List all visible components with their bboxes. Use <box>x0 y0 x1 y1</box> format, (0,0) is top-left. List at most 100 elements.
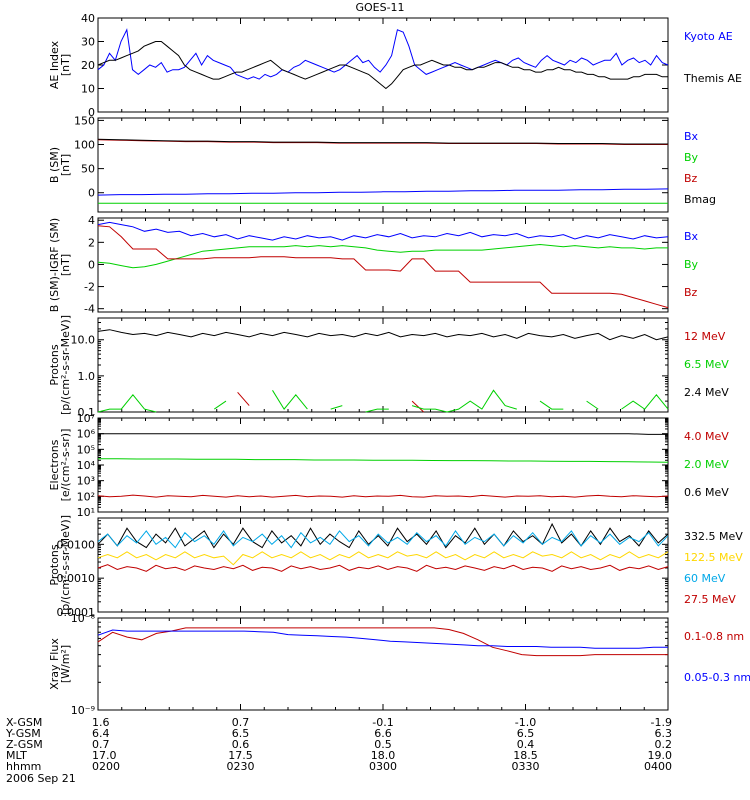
legend-entry: 2.4 MeV <box>684 386 729 399</box>
ephemeris-value: 0.7 <box>232 716 250 729</box>
y-axis-label: Protons <box>48 344 61 385</box>
panel-frame <box>97 117 669 213</box>
ephemeris-value: -0.1 <box>372 716 393 729</box>
legend-entry: Bx <box>684 130 699 143</box>
legend-entry: Kyoto AE <box>684 30 733 43</box>
legend-entry: Bmag <box>684 193 716 206</box>
y-tick-label: 0 <box>88 106 95 119</box>
legend-entry: Bz <box>684 286 698 299</box>
ephemeris-value: 0.7 <box>92 738 110 751</box>
series-line-6-5-mev <box>97 389 669 413</box>
ephemeris-table: X-GSMY-GSMZ-GSMMLThhmm1.66.40.717.002000… <box>5 716 672 785</box>
y-tick-label: -2 <box>84 281 95 294</box>
legend-entry: 122.5 MeV <box>684 551 743 564</box>
series-line-kyoto-ae <box>97 28 669 80</box>
y-axis-label: B (SM) <box>48 147 61 183</box>
panel-1: 0 10 20 30 40 AE Index[nT] Kyoto AE Themis AE <box>48 12 742 119</box>
series-line-2-0-mev <box>98 458 669 463</box>
ephemeris-value: 19.0 <box>648 749 673 762</box>
series-line-bx <box>97 188 669 196</box>
y-tick-label: 0 <box>88 187 95 200</box>
ephemeris-row-label: Z-GSM <box>6 738 43 751</box>
ephemeris-value: 6.5 <box>517 727 535 740</box>
y-tick-label: 100 <box>74 139 95 152</box>
legend-entry: Bz <box>684 172 698 185</box>
y-axis-label: [p/(cm²-s-sr-MeV)] <box>59 515 72 615</box>
y-tick-label: 20 <box>81 59 95 72</box>
ephemeris-row-label: MLT <box>6 749 27 762</box>
ephemeris-value: 0330 <box>512 760 540 773</box>
y-axis-label: Electrons <box>48 439 61 490</box>
ephemeris-value: -1.9 <box>651 716 672 729</box>
legend-entry: 0.1-0.8 nm <box>684 630 744 643</box>
panel-frame <box>97 517 669 613</box>
ephemeris-value: 6.4 <box>92 727 110 740</box>
ephemeris-value: 0.4 <box>517 738 535 751</box>
ephemeris-row-label: Y-GSM <box>5 727 41 740</box>
legend-entry: Bx <box>684 230 699 243</box>
ephemeris-value: 6.3 <box>655 727 673 740</box>
panel-7: 10⁻⁹ 10⁻⁸ Xray Flux[W/m²] 0.1-0.8 nm 0.05-0.… <box>48 612 750 717</box>
y-tick-label: 0.0001 <box>57 606 96 619</box>
panel-5: 10¹ 10² 10³ 10⁴ 10⁵ 10⁶ 10⁷ Electrons[e/(cm²-s-… <box>48 412 729 519</box>
legend-entry: Themis AE <box>683 72 742 85</box>
y-tick-label: 10⁷ <box>77 412 95 425</box>
legend-entry: 12 MeV <box>684 330 726 343</box>
series-line-27-5-mev <box>97 564 669 572</box>
ephemeris-value: 0400 <box>644 760 672 773</box>
y-axis-label: [nT] <box>59 154 72 176</box>
legend-entry: 60 MeV <box>684 572 726 585</box>
y-axis-label: [p/(cm²-s-sr-MeV)] <box>59 315 72 415</box>
y-tick-label: -4 <box>84 303 95 316</box>
series-line-by <box>97 243 668 269</box>
panel-4: 0.1 1.0 10.0 Protons[p/(cm²-s-sr-MeV)] 12 Me… <box>48 315 729 419</box>
chart-title: GOES-11 <box>355 1 404 14</box>
y-tick-label: 10 <box>81 83 95 96</box>
series-line-4-0-mev <box>97 494 669 498</box>
y-tick-label: 0.1 <box>78 406 96 419</box>
panel-frame <box>97 17 669 113</box>
y-tick-label: 10⁻⁹ <box>71 704 95 717</box>
ephemeris-value: 18.0 <box>371 749 396 762</box>
y-tick-label: 150 <box>74 114 95 127</box>
y-tick-label: 1.0 <box>78 370 96 383</box>
y-tick-label: 10² <box>77 490 95 503</box>
legend-entry: 4.0 MeV <box>684 430 729 443</box>
y-axis-label: [nT] <box>59 54 72 76</box>
series-line-122-5-mev <box>97 551 669 566</box>
ephemeris-value: 0230 <box>227 760 255 773</box>
ephemeris-value: 17.0 <box>92 749 117 762</box>
series-line-bx <box>97 221 669 241</box>
y-tick-label: 0.0100 <box>57 538 96 551</box>
legend-entry: 0.05-0.3 nm <box>684 671 750 684</box>
panel-frame <box>97 217 669 313</box>
y-axis-label: Protons <box>48 544 61 585</box>
ephemeris-value: 0.5 <box>374 738 392 751</box>
y-axis-label: Xray Flux <box>48 638 61 690</box>
series-line-0-6-mev <box>98 433 668 435</box>
panel-3: -4 -2 0 2 4 B (SM)-IGRF (SM)[nT] Bx By Bz <box>48 214 699 315</box>
panel-frame <box>97 417 669 513</box>
series-line-bz <box>97 225 669 309</box>
series-line-0-05-0-3-nm <box>97 629 668 649</box>
ephemeris-value: 17.5 <box>228 749 253 762</box>
y-axis-label: AE Index <box>48 40 61 89</box>
y-tick-label: 10³ <box>77 475 95 488</box>
y-tick-label: 10.0 <box>71 334 96 347</box>
y-tick-label: 10¹ <box>77 506 95 519</box>
ephemeris-value: 0.2 <box>655 738 673 751</box>
series-line-2-4-mev <box>97 329 669 341</box>
legend-entry: By <box>684 151 699 164</box>
legend-entry: 27.5 MeV <box>684 593 736 606</box>
legend-entry: 332.5 MeV <box>684 530 743 543</box>
y-tick-label: 4 <box>88 214 95 227</box>
y-tick-label: 0 <box>88 258 95 271</box>
series-line-bmag <box>97 138 668 145</box>
series-line-0-1-0-8-nm <box>97 627 668 657</box>
ephemeris-value: 18.5 <box>513 749 538 762</box>
panel-2: 0 50 100 150 B (SM)[nT] Bx By Bz Bmag <box>48 114 716 213</box>
y-axis-label: [nT] <box>59 254 72 276</box>
ephemeris-value: 0300 <box>369 760 397 773</box>
